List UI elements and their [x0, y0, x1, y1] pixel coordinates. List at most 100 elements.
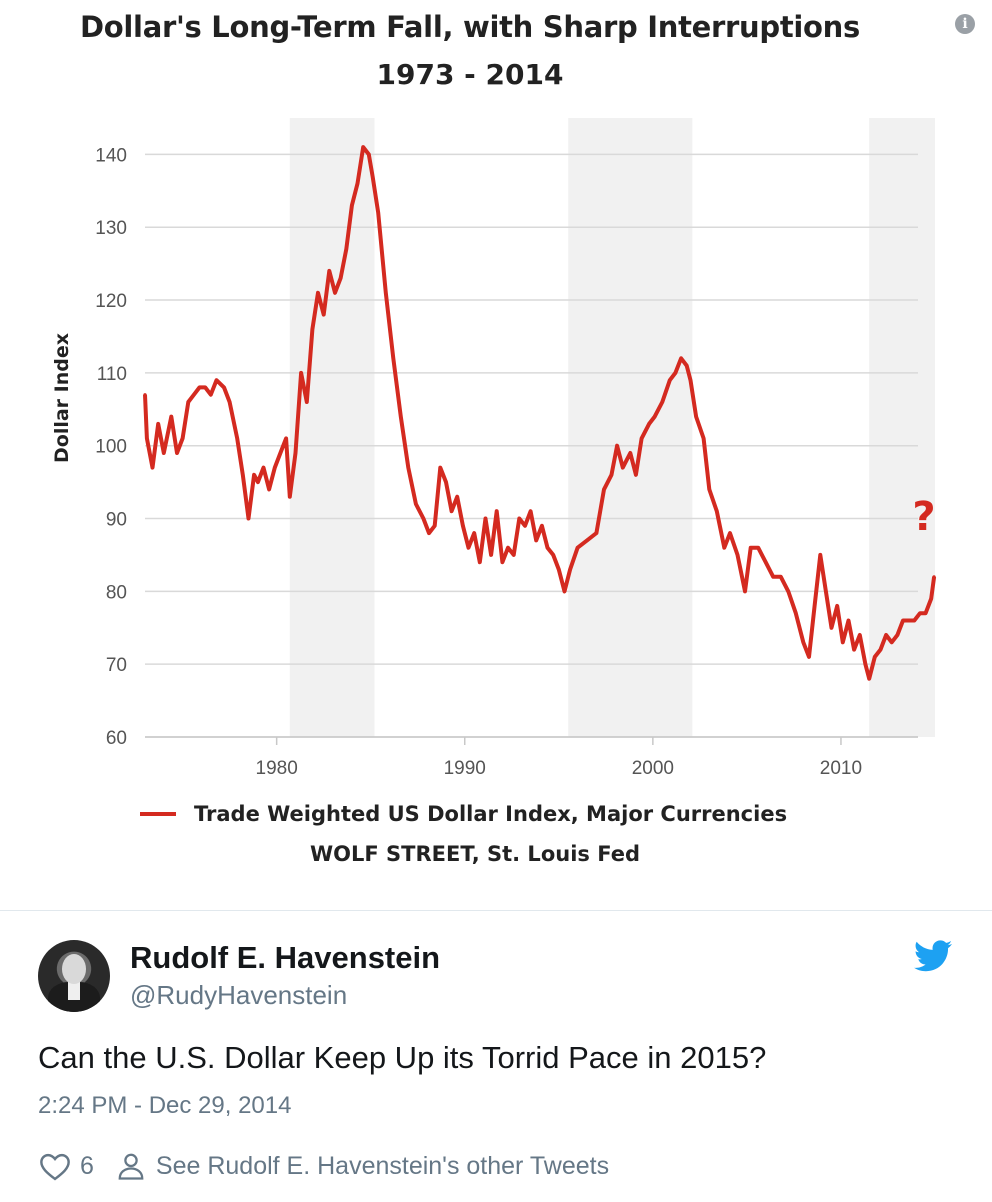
- data-point: [252, 473, 256, 477]
- data-point: [361, 145, 365, 149]
- data-point: [203, 385, 207, 390]
- data-point: [367, 152, 371, 157]
- data-point: [455, 495, 459, 499]
- data-point: [694, 414, 698, 419]
- data-point: [890, 640, 894, 644]
- info-icon[interactable]: i: [955, 14, 975, 34]
- data-point: [932, 575, 936, 579]
- data-point: [414, 502, 418, 506]
- data-point: [562, 589, 567, 593]
- data-point: [466, 546, 471, 550]
- x-tick-label-1990: 1990: [444, 758, 486, 779]
- data-point: [145, 436, 149, 441]
- data-point: [715, 509, 719, 513]
- data-point: [743, 589, 747, 593]
- data-point: [835, 604, 839, 608]
- legend-swatch: [140, 812, 176, 816]
- data-point: [162, 451, 166, 455]
- see-other-tweets-link[interactable]: See Rudolf E. Havenstein's other Tweets: [155, 1151, 610, 1180]
- data-point: [444, 480, 448, 484]
- data-point: [749, 546, 753, 550]
- data-point: [293, 451, 298, 455]
- y-tick-label-140: 140: [95, 145, 127, 166]
- x-tick-label-2010: 2010: [820, 758, 862, 779]
- data-point: [867, 677, 871, 681]
- y-axis-label: Dollar Index: [51, 333, 73, 463]
- data-point: [668, 378, 672, 382]
- data-point: [545, 546, 550, 550]
- data-point: [350, 203, 354, 207]
- data-point: [771, 575, 775, 579]
- data-point: [557, 567, 561, 572]
- data-point: [500, 560, 504, 564]
- data-point: [228, 400, 232, 404]
- data-point: [310, 327, 315, 331]
- data-point: [517, 516, 521, 521]
- data-point: [786, 589, 790, 593]
- data-point: [512, 553, 516, 557]
- data-point: [551, 553, 555, 557]
- twitter-bird-icon[interactable]: [914, 940, 952, 972]
- data-point: [764, 560, 768, 564]
- data-point: [653, 414, 657, 419]
- shaded-period-2: [869, 118, 935, 737]
- data-point: [858, 633, 862, 637]
- data-point: [660, 400, 664, 404]
- y-tick-label-80: 80: [106, 582, 127, 603]
- data-point: [344, 247, 348, 251]
- legend: Trade Weighted US Dollar Index, Major Cu…: [140, 798, 787, 830]
- data-point: [722, 546, 726, 550]
- heart-icon[interactable]: [38, 1151, 72, 1181]
- data-point: [355, 181, 360, 186]
- person-icon[interactable]: [116, 1151, 146, 1181]
- display-name[interactable]: Rudolf E. Havenstein: [130, 940, 441, 975]
- data-point: [756, 546, 760, 550]
- data-point: [472, 531, 476, 535]
- data-point: [679, 356, 683, 360]
- user-handle[interactable]: @RudyHavenstein: [130, 980, 348, 1010]
- data-point: [639, 436, 644, 441]
- data-point: [333, 291, 337, 295]
- chart-subtitle: 1973 - 2014: [376, 58, 564, 91]
- x-tick-label-2000: 2000: [632, 758, 674, 779]
- data-point: [316, 291, 320, 295]
- tweet-actions: 6 See Rudolf E. Havenstein's other Tweet…: [38, 1148, 609, 1184]
- data-point: [299, 371, 303, 375]
- shaded-period-0: [289, 118, 375, 737]
- data-point: [214, 378, 219, 382]
- data-points: [143, 145, 936, 681]
- avatar[interactable]: [38, 940, 110, 1012]
- data-point: [594, 531, 599, 535]
- y-tick-label-100: 100: [95, 437, 127, 458]
- y-tick-label-60: 60: [106, 728, 127, 749]
- data-point: [376, 211, 380, 215]
- data-point: [702, 436, 706, 441]
- data-point: [421, 516, 425, 521]
- data-point: [540, 524, 544, 528]
- tweet-timestamp[interactable]: 2:24 PM - Dec 29, 2014: [38, 1092, 292, 1119]
- data-point: [609, 473, 614, 477]
- data-point: [523, 524, 527, 528]
- data-point: [634, 473, 638, 477]
- data-point: [907, 618, 911, 623]
- data-point: [273, 465, 277, 470]
- data-point: [628, 451, 632, 455]
- data-point: [246, 516, 251, 521]
- data-point: [449, 509, 454, 513]
- data-point: [175, 451, 179, 455]
- data-point: [863, 662, 868, 666]
- data-point: [615, 444, 619, 448]
- data-point: [688, 378, 693, 382]
- data-point: [192, 393, 196, 397]
- data-point: [534, 538, 538, 542]
- y-tick-label-90: 90: [106, 510, 127, 531]
- data-point: [801, 640, 805, 644]
- tweet-text: Can the U.S. Dollar Keep Up its Torrid P…: [38, 1040, 767, 1075]
- data-point: [143, 393, 147, 397]
- data-point: [478, 560, 482, 564]
- question-annotation: ?: [912, 494, 935, 540]
- shaded-periods: [289, 118, 935, 737]
- data-point: [923, 611, 928, 615]
- data-point: [728, 531, 732, 535]
- divider: [0, 910, 992, 911]
